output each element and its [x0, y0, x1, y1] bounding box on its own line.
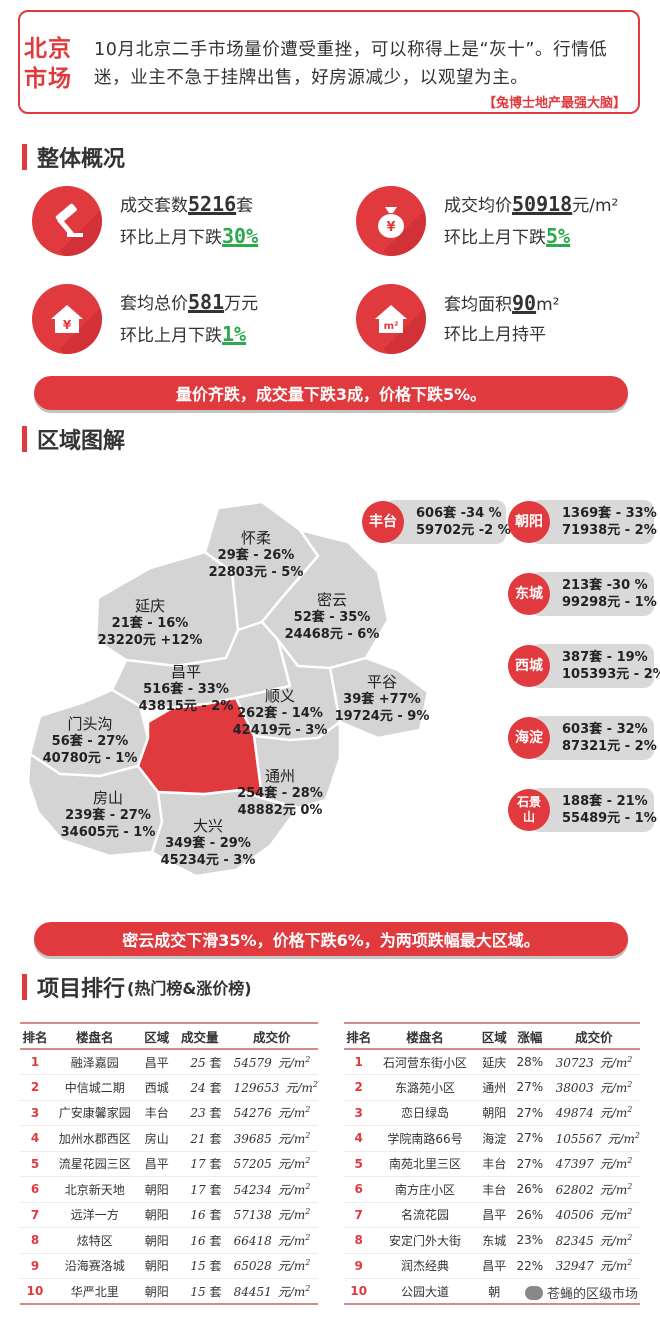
title-bar	[22, 426, 27, 452]
stat-unit: 套	[236, 196, 254, 216]
district-card-haidian: 海淀 603套 - 32% 87321元 - 2%	[508, 716, 657, 760]
stat-avg-area: m² 套均面积90m² 环比上月持平	[356, 284, 559, 354]
header-text: 10月北京二手市场量价遭受重挫，可以称得上是“灰十”。行情低迷，业主不急于挂牌出…	[94, 40, 608, 88]
stat-change-value: 5%	[546, 224, 571, 248]
stat-label: 套均面积	[444, 295, 512, 315]
ranking-subtitle: (热门榜&涨价榜)	[127, 979, 252, 998]
map-label-fangshan: 房山 239套 - 27% 34605元 - 1%	[60, 789, 156, 841]
stat-unit: 元/m²	[572, 196, 619, 216]
city-line2: 市场	[24, 66, 72, 92]
table-row: 6 南方庄小区 丰台 26% 62802 元/m2	[344, 1176, 640, 1203]
map-label-shunyi: 顺义 262套 - 14% 42419元 - 3%	[232, 687, 328, 739]
district-card-shijingshan: 石景山 188套 - 21% 55489元 - 1%	[508, 788, 657, 832]
beijing-map	[26, 500, 430, 878]
stat-change-label: 环比上月持平	[444, 325, 546, 345]
map-label-yanqing: 延庆 21套 - 16% 23220元 +12%	[97, 597, 203, 649]
district-badge: 石景山	[508, 789, 550, 831]
district-card-fengtai: 丰台 606套 -34 % 59702元 -2 %	[362, 500, 511, 544]
stat-unit: m²	[536, 295, 560, 315]
gavel-icon	[32, 186, 102, 256]
header-box: 北京 市场 10月北京二手市场量价遭受重挫，可以称得上是“灰十”。行情低迷，业主…	[18, 10, 640, 114]
city-line1: 北京	[24, 36, 72, 62]
wechat-icon	[524, 1285, 543, 1300]
map-label-changping: 昌平 516套 - 33% 43815元 - 2%	[138, 663, 234, 715]
stat-value: 90	[512, 291, 537, 315]
map-label-miyun: 密云 52套 - 35% 24468元 - 6%	[284, 591, 380, 643]
table-row: 9 润杰经典 昌平 22% 32947 元/m2	[344, 1253, 640, 1279]
overview-banner: 量价齐跌，成交量下跌3成，价格下跌5%。	[34, 376, 628, 410]
rise-ranking-table: 排名 楼盘名 区域 涨幅 成交价 1 石河营东街小区 延庆 28% 30723 元/m2 2…	[344, 1022, 640, 1305]
map-label-pinggu: 平谷 39套 +77% 19724元 - 9%	[334, 673, 430, 725]
district-badge: 海淀	[508, 717, 550, 759]
svg-text:m²: m²	[384, 321, 399, 332]
stat-label: 成交均价	[444, 196, 512, 216]
table-header-row: 排名 楼盘名 区域 涨幅 成交价	[344, 1022, 640, 1050]
house-yuan-icon: ¥	[32, 284, 102, 354]
table-row: 2 东潞苑小区 通州 27% 38003 元/m2	[344, 1074, 640, 1101]
district-badge: 朝阳	[508, 501, 550, 543]
stat-value: 5216	[188, 192, 237, 216]
table-row: 3 恋日绿岛 朝阳 27% 49874 元/m2	[344, 1100, 640, 1126]
region-title-text: 区域图解	[37, 429, 126, 454]
hot-ranking-table: 排名 楼盘名 区域 成交量 成交价 1 融泽嘉园 昌平 25 套 54579 元/m2 2 中信…	[20, 1022, 318, 1305]
district-card-xicheng: 西城 387套 - 19% 105393元 - 2%	[508, 644, 660, 688]
map-pinggu	[328, 656, 430, 740]
region-title: 区域图解	[22, 424, 125, 454]
district-badge: 西城	[508, 645, 550, 687]
table-row: 5 南苑北里三区 丰台 27% 47397 元/m2	[344, 1151, 640, 1177]
header-city: 北京 市场	[24, 34, 82, 94]
district-card-dongcheng: 东城 213套 -30 % 99298元 - 1%	[508, 572, 657, 616]
svg-text:¥: ¥	[63, 318, 72, 332]
ranking-title: 项目排行 (热门榜&涨价榜)	[22, 972, 252, 1002]
stat-change-label: 环比上月下跌	[444, 228, 546, 248]
stat-label: 成交套数	[120, 196, 188, 216]
table-row: 7 远洋一方 朝阳 16 套 57138 元/m2	[20, 1202, 318, 1228]
stat-change-label: 环比上月下跌	[120, 228, 222, 248]
stat-label: 套均总价	[120, 294, 188, 314]
table-row: 1 石河营东街小区 延庆 28% 30723 元/m2	[344, 1049, 640, 1075]
table-row: 8 安定门外大街 东城 23% 82345 元/m2	[344, 1227, 640, 1254]
stat-change-value: 1%	[222, 322, 247, 346]
map-label-mentougou: 门头沟 56套 - 27% 40780元 - 1%	[42, 715, 138, 767]
table-row: 4 学院南路66号 海淀 27% 105567 元/m2	[344, 1125, 640, 1152]
table-row: 8 炫特区 朝阳 16 套 66418 元/m2	[20, 1227, 318, 1254]
money-bag-icon: ¥	[356, 186, 426, 256]
svg-text:¥: ¥	[386, 220, 395, 235]
stat-change-value: 30%	[222, 224, 259, 248]
table-row: 10 华严北里 朝阳 15 套 84451 元/m2	[20, 1278, 318, 1305]
stat-avg-price: ¥ 成交均价50918元/m² 环比上月下跌5%	[356, 186, 618, 256]
title-bar	[22, 974, 27, 1000]
title-bar	[22, 144, 27, 170]
district-card-chaoyang: 朝阳 1369套 - 33% 71938元 - 2%	[508, 500, 657, 544]
table-header-row: 排名 楼盘名 区域 成交量 成交价	[20, 1022, 318, 1050]
watermark: 苍蝇的区级市场	[524, 1283, 638, 1302]
table-row: 6 北京新天地 朝阳 17 套 54234 元/m2	[20, 1176, 318, 1203]
stat-avg-total: ¥ 套均总价581万元 环比上月下跌1%	[32, 284, 258, 354]
map-label-daxing: 大兴 349套 - 29% 45234元 - 3%	[160, 817, 256, 869]
table-row: 4 加州水郡西区 房山 21 套 39685 元/m2	[20, 1125, 318, 1152]
table-row: 5 流星花园三区 昌平 17 套 57205 元/m2	[20, 1151, 318, 1177]
table-row: 2 中信城二期 西城 24 套 129653 元/m2	[20, 1074, 318, 1101]
map-label-huairou: 怀柔 29套 - 26% 22803元 - 5%	[208, 529, 304, 581]
table-row: 7 名流花园 昌平 26% 40506 元/m2	[344, 1202, 640, 1228]
header-source: 【兔博士地产最强大脑】	[482, 96, 626, 111]
map-label-tongzhou: 通州 254套 - 28% 48882元 0%	[237, 767, 323, 819]
region-banner: 密云成交下滑35%，价格下跌6%，为两项跌幅最大区域。	[34, 922, 628, 956]
stat-change-label: 环比上月下跌	[120, 326, 222, 346]
stat-value: 50918	[512, 192, 573, 216]
ranking-title-text: 项目排行	[37, 977, 126, 1002]
stat-value: 581	[188, 290, 225, 314]
district-badge: 丰台	[362, 501, 404, 543]
stat-unit: 万元	[224, 294, 259, 314]
overview-title: 整体概况	[22, 142, 125, 172]
table-row: 3 广安康馨家园 丰台 23 套 54276 元/m2	[20, 1100, 318, 1126]
table-row: 1 融泽嘉园 昌平 25 套 54579 元/m2	[20, 1049, 318, 1075]
overview-title-text: 整体概况	[37, 147, 126, 172]
stat-deal-count: 成交套数5216套 环比上月下跌30%	[32, 186, 258, 256]
map-urban-core	[136, 696, 264, 800]
district-badge: 东城	[508, 573, 550, 615]
table-row: 9 沿海赛洛城 朝阳 15 套 65028 元/m2	[20, 1253, 318, 1279]
house-area-icon: m²	[356, 284, 426, 354]
